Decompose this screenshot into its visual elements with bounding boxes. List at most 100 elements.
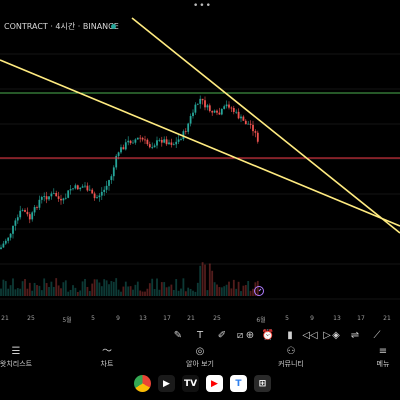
candle-body bbox=[139, 137, 142, 139]
candle-body bbox=[175, 141, 178, 145]
candle-icon[interactable]: ▮ bbox=[287, 329, 293, 341]
nav-item-chart[interactable]: 〜 차트 bbox=[77, 346, 137, 369]
volume-bar bbox=[115, 278, 118, 296]
ruler-icon[interactable]: ⧄ bbox=[236, 329, 244, 341]
volume-bar bbox=[180, 288, 182, 296]
volume-bar bbox=[216, 284, 218, 296]
time-tick-label: 21 bbox=[383, 315, 391, 322]
candle-body bbox=[84, 185, 86, 187]
bottom-nav: ☰ 왓치리스트 〜 차트 ◎ 알아 보기 ⚇ 커뮤니티 ≡ 메뉴 bbox=[0, 346, 400, 372]
compare-icon[interactable]: ⇌ bbox=[350, 329, 360, 341]
candle-body bbox=[134, 139, 137, 143]
pencil-icon[interactable]: ✎ bbox=[173, 329, 183, 341]
candle-body bbox=[86, 185, 89, 191]
candle-body bbox=[165, 139, 168, 145]
candle-body bbox=[228, 104, 230, 108]
nav-item-compass[interactable]: ◎ 알아 보기 bbox=[170, 346, 230, 369]
candle-body bbox=[168, 142, 170, 145]
candle-body bbox=[235, 111, 238, 113]
volume-bar bbox=[139, 290, 142, 296]
volume-bar bbox=[129, 286, 132, 296]
candle-body bbox=[57, 196, 60, 199]
volume-bar bbox=[76, 291, 79, 296]
alert-hand bbox=[258, 288, 262, 292]
volume-bar bbox=[50, 281, 53, 296]
candle-body bbox=[48, 196, 50, 200]
volume-bar bbox=[79, 290, 82, 296]
line-tool-icon[interactable]: ⟋ bbox=[373, 329, 381, 341]
nav-item-menu[interactable]: ≡ 메뉴 bbox=[353, 346, 400, 369]
volume-bar bbox=[168, 286, 170, 296]
volume-bar bbox=[16, 288, 19, 296]
youtube-icon[interactable]: ▶ bbox=[206, 375, 223, 392]
volume-bar bbox=[9, 285, 12, 296]
volume-bar bbox=[69, 289, 72, 296]
volume-bar bbox=[232, 279, 235, 296]
candle-body bbox=[172, 144, 175, 146]
candle-body bbox=[91, 189, 94, 194]
volume-bar bbox=[204, 264, 206, 296]
candle-body bbox=[52, 193, 55, 194]
candle-body bbox=[163, 139, 166, 143]
candle-body bbox=[105, 185, 108, 190]
candle-body bbox=[24, 210, 26, 212]
volume-bar bbox=[52, 286, 55, 296]
plus-circle-icon[interactable]: ⊕ bbox=[245, 329, 255, 341]
volume-bar bbox=[189, 288, 192, 296]
time-tick-label: 6월 bbox=[256, 317, 266, 324]
candle-body bbox=[196, 103, 199, 105]
volume-bar bbox=[184, 291, 187, 296]
volume-bar bbox=[81, 281, 84, 296]
candle-body bbox=[67, 190, 70, 198]
volume-bar bbox=[127, 286, 130, 296]
volume-bar bbox=[192, 290, 194, 296]
candle-body bbox=[2, 243, 5, 248]
text-icon[interactable]: T bbox=[196, 329, 204, 341]
candle-body bbox=[112, 167, 115, 177]
grid-apps-icon[interactable]: ⊞ bbox=[254, 375, 271, 392]
volume-bar bbox=[93, 279, 96, 296]
volume-bar bbox=[182, 278, 185, 296]
nav-label: 커뮤니티 bbox=[278, 360, 304, 368]
volume-bar bbox=[124, 281, 127, 296]
candle-body bbox=[93, 193, 96, 199]
tradingview-icon[interactable]: TV bbox=[182, 375, 199, 392]
candle-body bbox=[252, 124, 254, 132]
chrome-icon[interactable] bbox=[134, 375, 151, 392]
candle-body bbox=[254, 131, 257, 133]
candle-body bbox=[55, 193, 58, 197]
replay-icon[interactable]: ◁◁ bbox=[302, 329, 318, 341]
price-chart[interactable] bbox=[0, 14, 400, 314]
play-store-icon[interactable]: ▶ bbox=[158, 375, 175, 392]
candle-body bbox=[14, 220, 17, 226]
compass-icon: ◎ bbox=[195, 346, 205, 357]
volume-bar bbox=[146, 288, 149, 296]
nav-item-community[interactable]: ⚇ 커뮤니티 bbox=[261, 346, 321, 369]
nav-label: 차트 bbox=[100, 360, 114, 368]
volume-bar bbox=[60, 288, 62, 296]
candle-body bbox=[170, 142, 173, 145]
chart-area[interactable]: CONTRACT · 4시간 · BINANCE bbox=[0, 14, 400, 314]
symbol-label[interactable]: CONTRACT · 4시간 · BINANCE bbox=[4, 22, 119, 31]
live-status-dot bbox=[111, 24, 116, 29]
volume-bar bbox=[122, 286, 125, 296]
time-tick-label: 13 bbox=[333, 315, 341, 322]
more-options-icon[interactable]: ••• bbox=[193, 1, 212, 11]
candle-body bbox=[201, 98, 204, 101]
candle-body bbox=[108, 180, 110, 186]
volume-bar bbox=[175, 279, 178, 296]
alarm-icon[interactable]: ⏰ bbox=[261, 329, 275, 341]
candle-body bbox=[206, 105, 209, 108]
candle-body bbox=[62, 198, 65, 201]
candle-body bbox=[28, 214, 31, 220]
nav-item-list[interactable]: ☰ 왓치리스트 bbox=[0, 346, 46, 369]
layers-icon[interactable]: ◈ bbox=[332, 329, 340, 341]
brush-icon[interactable]: ✐ bbox=[217, 329, 227, 341]
volume-bar bbox=[170, 284, 173, 296]
alarm-clock-icon[interactable] bbox=[254, 286, 264, 296]
candle-body bbox=[146, 139, 149, 145]
volume-bar bbox=[244, 285, 247, 296]
forward-icon[interactable]: ▷ bbox=[323, 329, 331, 341]
volume-bar bbox=[117, 289, 120, 296]
toss-icon[interactable]: T bbox=[230, 375, 247, 392]
